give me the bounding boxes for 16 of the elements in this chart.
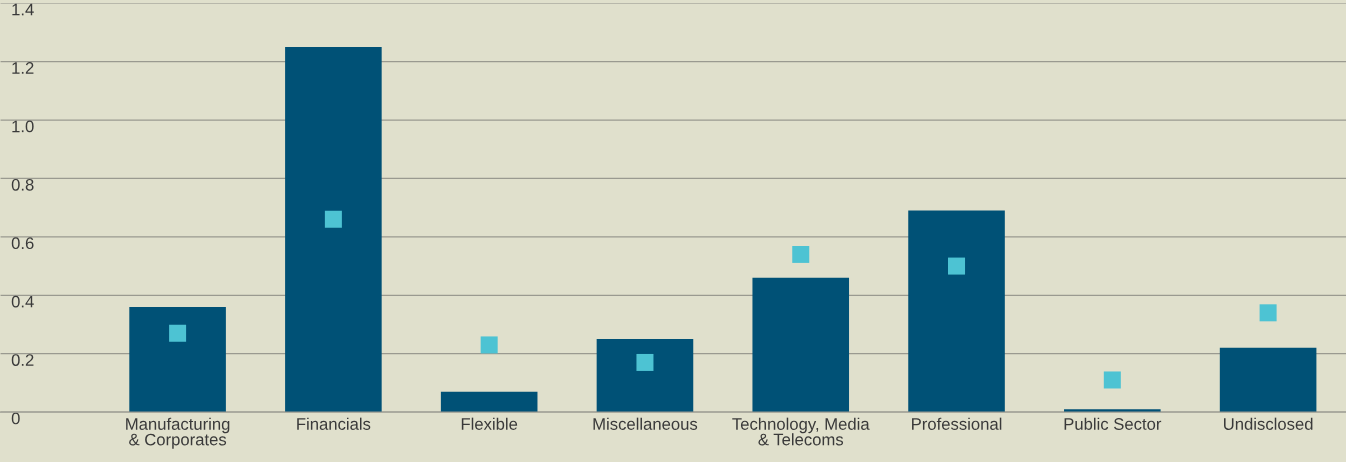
x-tick-label: Professional: [912, 417, 1002, 430]
x-tick-label: Manufacturing & Corporates: [126, 417, 230, 449]
y-tick-label: 0.2: [11, 354, 34, 366]
x-tick-label: Public Sector: [1064, 417, 1162, 430]
y-tick-label: 1.2: [12, 62, 34, 74]
y-tick-label: 0: [11, 412, 20, 425]
y-tick-label: 0.4: [11, 295, 34, 308]
y-tick-label: 0.6: [11, 237, 34, 250]
x-tick-label: Undisclosed: [1224, 417, 1313, 430]
y-tick-label: 0.8: [11, 178, 34, 191]
x-tick-label: Miscellaneous: [593, 417, 698, 430]
y-tick-label: 1.4: [12, 3, 34, 16]
x-tick-label: Financials: [297, 417, 371, 430]
y-tick-label: 1.0: [12, 120, 34, 133]
x-tick-label: Flexible: [461, 417, 518, 430]
x-tick-label: Technology, Media & Telecoms: [732, 417, 870, 446]
